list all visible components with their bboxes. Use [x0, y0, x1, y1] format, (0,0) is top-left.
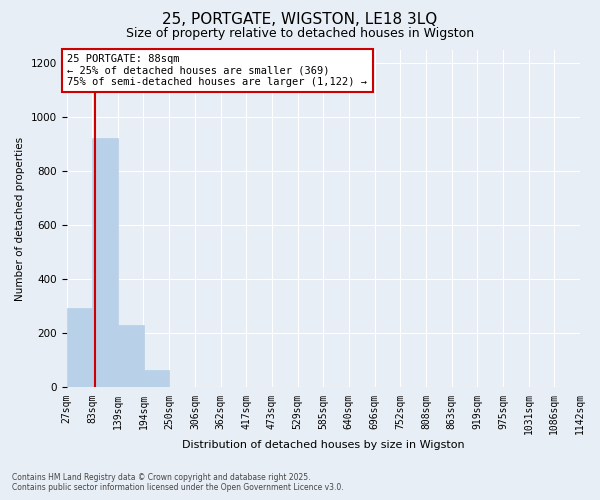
Bar [67, 308, 92, 387]
Text: Contains HM Land Registry data © Crown copyright and database right 2025.
Contai: Contains HM Land Registry data © Crown c… [12, 473, 344, 492]
Bar [143, 370, 169, 387]
Bar [169, 386, 195, 387]
Text: Size of property relative to detached houses in Wigston: Size of property relative to detached ho… [126, 28, 474, 40]
Bar [92, 138, 118, 387]
Text: 25 PORTGATE: 88sqm
← 25% of detached houses are smaller (369)
75% of semi-detach: 25 PORTGATE: 88sqm ← 25% of detached hou… [67, 54, 367, 87]
Y-axis label: Number of detached properties: Number of detached properties [15, 136, 25, 300]
Text: 25, PORTGATE, WIGSTON, LE18 3LQ: 25, PORTGATE, WIGSTON, LE18 3LQ [163, 12, 437, 28]
Bar [118, 325, 143, 387]
X-axis label: Distribution of detached houses by size in Wigston: Distribution of detached houses by size … [182, 440, 464, 450]
